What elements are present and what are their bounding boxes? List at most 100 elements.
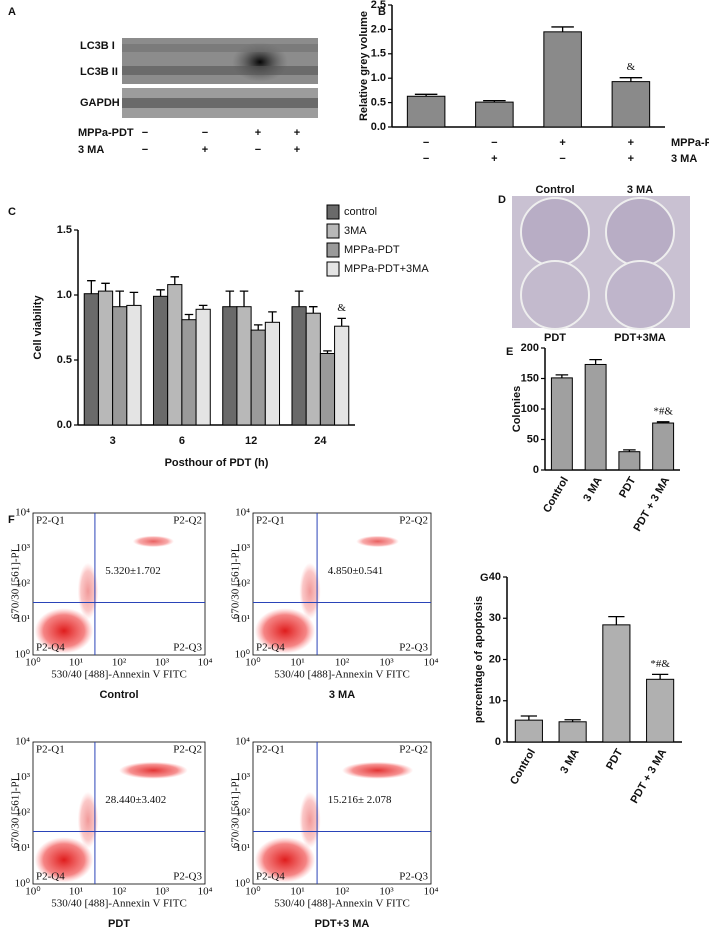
y-tick-label: 10² [16,578,31,590]
cell-cloud [118,761,188,779]
plot-caption: Control [99,689,138,701]
dish [520,197,590,267]
error-bar [323,350,332,354]
bar [475,101,514,128]
bar [618,451,641,471]
error-bar [551,26,574,32]
apoptosis-value: 4.850±0.541 [328,565,384,577]
y-axis-label: 670/30 [561]-PI [10,777,22,848]
cell-cloud [342,761,414,779]
bar [291,306,307,426]
cell-cloud [34,608,94,654]
y-tick-label: 10⁰ [15,649,31,661]
bar [195,308,211,426]
bar [222,306,238,426]
bar [126,304,142,426]
x-tick-label: 10¹ [290,886,304,898]
error-bar [268,311,277,323]
cell-cloud [254,608,316,654]
colony-label: 3 MA [627,184,653,196]
error-bar [115,290,124,307]
condition-sign: + [559,137,565,149]
quadrant-label: P2-Q3 [173,871,202,883]
band-label: GAPDH [80,97,120,109]
error-bar [87,280,96,294]
quadrant-label: P2-Q1 [256,515,285,527]
panel-label: E [506,346,513,358]
blot-band [122,66,318,75]
x-tick-label: 6 [179,435,185,447]
quadrant-label: P2-Q2 [173,515,202,527]
error-bar [520,715,538,721]
panel-label: D [498,194,506,206]
error-bar [483,99,506,103]
x-tick-label: 3 MA [558,747,582,776]
x-tick-label: Control [541,475,571,515]
bar [406,95,446,128]
y-axis-label: Colonies [511,386,523,432]
bar [584,363,607,471]
apoptosis-value: 28.440±3.402 [105,794,166,806]
y-axis-label: 670/30 [561]-PI [10,548,22,619]
bar [181,319,197,426]
panel-label: F [8,514,15,526]
y-tick-label: 150 [521,372,539,384]
error-bar [589,358,602,365]
condition-label: MPPa-PDT [78,127,134,139]
y-tick-label: 10⁴ [235,507,250,519]
annotation: & [337,302,346,314]
condition-label: MPPa-PDT [671,137,709,149]
y-axis-label: Relative grey volume [358,11,370,121]
condition-label: 3 MA [78,144,104,156]
bar [514,719,543,743]
y-axis-label: Cell viability [32,295,44,360]
x-tick-label: 3 [110,435,116,447]
error-bar [619,77,643,82]
band-label: LC3B I [80,40,115,52]
x-tick-label: 10⁴ [198,886,213,898]
condition-sign: + [294,127,300,139]
y-tick-label: 10¹ [16,613,30,625]
error-bar [623,449,636,452]
error-bar [129,291,139,306]
y-tick-label: 10⁴ [15,507,30,519]
quadrant-label: P2-Q2 [399,515,428,527]
y-tick-label: 0.5 [371,97,386,109]
cell-cloud [34,837,94,883]
y-tick-label: 10² [236,807,251,819]
x-tick-label: 10¹ [69,657,83,669]
y-tick-label: 2.0 [371,23,386,35]
bar [558,721,587,743]
x-tick-label: 10⁴ [424,657,439,669]
error-bar [101,282,110,292]
quadrant-label: P2-Q3 [399,871,428,883]
y-tick-label: 10³ [236,542,251,554]
y-tick-label: 10³ [16,771,31,783]
condition-sign: + [255,127,261,139]
quadrant-label: P2-Q2 [173,744,202,756]
y-tick-label: 1.5 [57,224,72,236]
condition-label: 3 MA [671,153,697,165]
bar [543,31,582,128]
x-tick-label: PDT [617,475,639,500]
error-bar [656,421,670,424]
condition-sign: + [202,144,208,156]
colony-label: PDT [544,332,566,344]
panel-label: B [378,6,386,18]
y-tick-label: 1.0 [371,72,386,84]
colony-label: Control [535,184,574,196]
y-tick-label: 10² [236,578,251,590]
bar [646,678,675,743]
bar [83,293,99,426]
y-tick-label: 0.5 [57,354,72,366]
x-tick-label: 10⁰ [25,657,41,669]
panel-label: A [8,6,16,18]
y-axis-label: 670/30 [561]-PI [230,777,242,848]
condition-sign: − [142,144,148,156]
quadrant-label: P2-Q4 [36,642,65,654]
dish [605,260,675,330]
bar [167,284,183,426]
bar [264,321,281,426]
x-axis-label: Posthour of PDT (h) [165,457,269,469]
